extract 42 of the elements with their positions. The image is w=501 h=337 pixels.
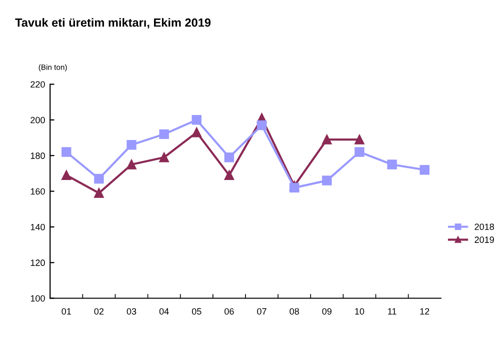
point bbox=[224, 170, 234, 180]
x-tick-label: 04 bbox=[159, 308, 169, 315]
x-tick-label: 03 bbox=[126, 308, 136, 315]
point bbox=[126, 160, 136, 170]
point bbox=[256, 120, 267, 130]
point bbox=[289, 182, 300, 193]
point bbox=[62, 170, 72, 180]
point bbox=[354, 134, 364, 144]
y-tick-label: 160 bbox=[30, 188, 45, 195]
point bbox=[387, 160, 397, 170]
point bbox=[94, 174, 104, 184]
y-tick-label: 180 bbox=[30, 152, 45, 159]
point bbox=[420, 164, 430, 175]
x-tick-label: 05 bbox=[192, 308, 202, 315]
y-tick-label: 200 bbox=[30, 116, 45, 124]
x-tick-label: 09 bbox=[322, 308, 332, 315]
point bbox=[159, 129, 169, 140]
x-tick-label: 12 bbox=[420, 308, 430, 315]
y-tick-label: 100 bbox=[30, 295, 45, 302]
point bbox=[62, 147, 72, 157]
chart-title: Tavuk eti üretim miktarı, Ekim 2019 bbox=[15, 18, 211, 28]
x-tick-label: 10 bbox=[355, 308, 364, 315]
x-tick-label: 06 bbox=[224, 308, 234, 315]
point bbox=[322, 176, 332, 186]
point bbox=[192, 115, 202, 125]
legend-label: 2018 bbox=[474, 224, 494, 230]
point bbox=[192, 128, 202, 138]
x-tick-label: 08 bbox=[290, 308, 299, 315]
point bbox=[159, 152, 169, 162]
x-tick-label: 07 bbox=[257, 308, 266, 315]
x-tick-label: 02 bbox=[94, 308, 104, 315]
point bbox=[94, 188, 104, 198]
point bbox=[224, 152, 234, 162]
point bbox=[354, 147, 364, 157]
x-tick-label: 11 bbox=[388, 308, 396, 315]
y-tick-label: 220 bbox=[30, 81, 45, 88]
y-tick-label: 140 bbox=[30, 224, 45, 230]
legend-label: 2019 bbox=[474, 236, 494, 243]
point bbox=[322, 134, 332, 144]
x-tick-label: 01 bbox=[62, 308, 71, 315]
y-tick-label: 120 bbox=[30, 260, 45, 266]
point bbox=[126, 140, 136, 150]
